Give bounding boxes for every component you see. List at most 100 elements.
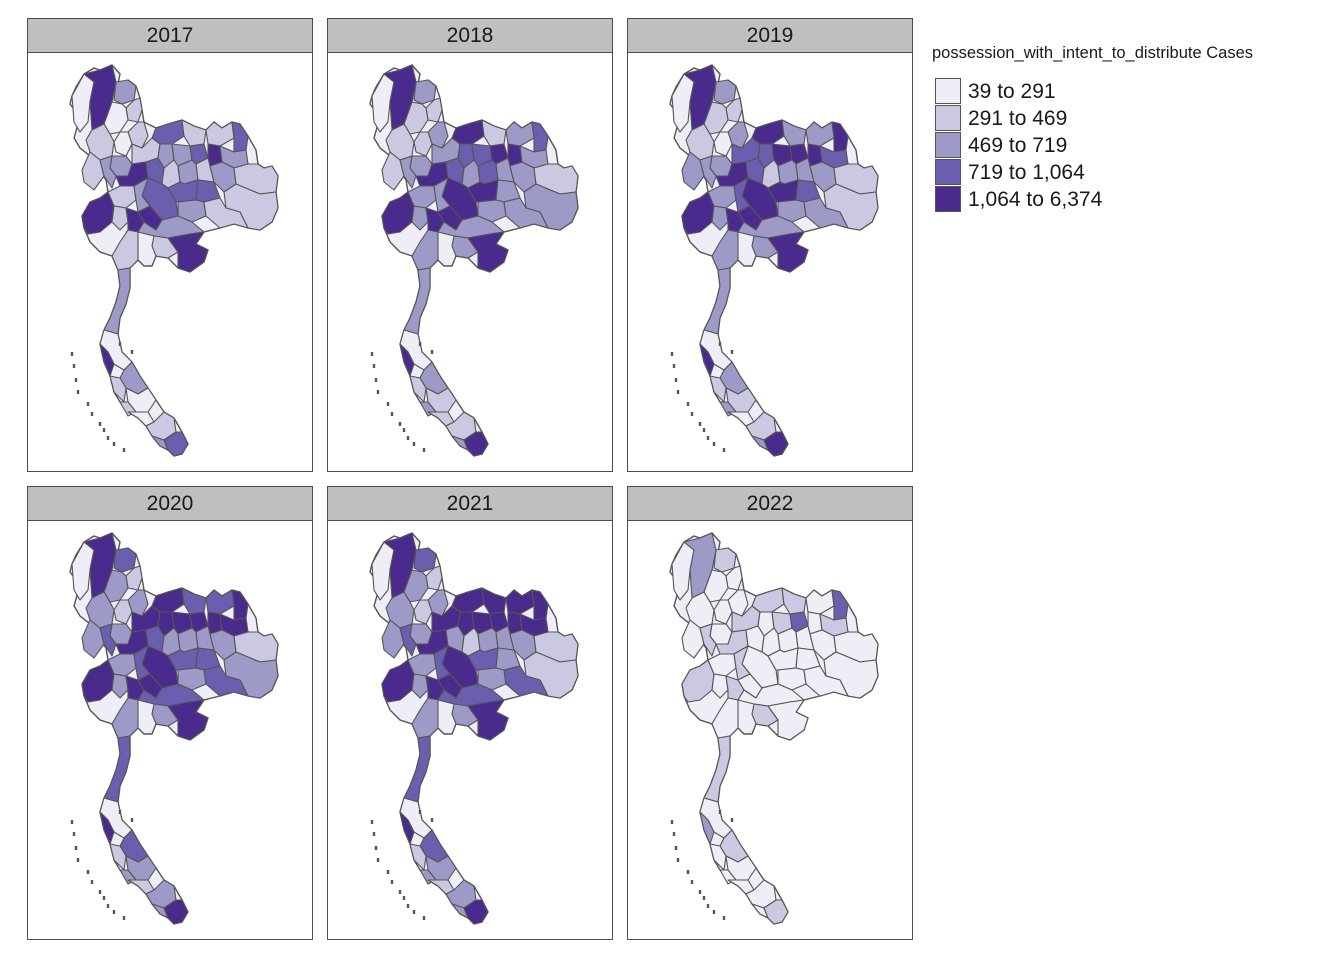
island-mark (376, 858, 380, 862)
island-mark (676, 390, 680, 394)
island-mark (698, 422, 702, 426)
island-mark (102, 896, 106, 900)
province-region (403, 735, 431, 803)
province-region (763, 431, 789, 457)
island-mark (112, 910, 116, 914)
province-region (699, 811, 715, 845)
island-mark (676, 858, 680, 862)
province-region (163, 431, 189, 457)
island-mark (398, 422, 402, 426)
island-mark (670, 820, 674, 824)
island-mark (422, 916, 426, 920)
province-region (203, 197, 249, 229)
legend-swatch (935, 78, 961, 104)
province-region (109, 843, 127, 871)
island-mark (674, 846, 678, 850)
island-mark (690, 880, 694, 884)
province-region (167, 699, 209, 741)
province-region (167, 231, 209, 273)
island-mark (90, 412, 94, 416)
province-region (411, 673, 429, 699)
province-region (713, 547, 737, 573)
province-region (409, 843, 427, 871)
province-region (463, 899, 489, 925)
province-region (99, 343, 115, 377)
legend-item: 469 to 719 (932, 132, 1253, 159)
province-region (467, 699, 509, 741)
island-mark (376, 390, 380, 394)
province-region (203, 665, 249, 697)
island-mark (122, 916, 126, 920)
island-mark (722, 916, 726, 920)
island-mark (398, 890, 402, 894)
legend-item: 1,064 to 6,374 (932, 186, 1253, 213)
panel-year-label: 2022 (628, 487, 912, 521)
province-region (703, 267, 731, 335)
island-mark (76, 390, 80, 394)
island-mark (406, 904, 410, 908)
legend-swatch (935, 132, 961, 158)
island-mark (90, 880, 94, 884)
island-mark (712, 442, 716, 446)
map-panel-2017: 2017 (27, 18, 313, 472)
thailand-province-map (369, 532, 579, 925)
map-panel-2018: 2018 (327, 18, 613, 472)
island-mark (374, 378, 378, 382)
province-region (803, 665, 849, 697)
island-mark (372, 832, 376, 836)
thailand-province-map (69, 64, 279, 457)
province-region (803, 197, 849, 229)
island-mark (86, 402, 90, 406)
island-mark (70, 352, 74, 356)
island-mark (706, 904, 710, 908)
province-region (113, 547, 137, 573)
province-region (413, 79, 437, 105)
province-region (711, 673, 729, 699)
island-mark (412, 910, 416, 914)
province-region (111, 205, 129, 231)
island-mark (670, 352, 674, 356)
province-region (831, 121, 849, 153)
island-mark (702, 428, 706, 432)
province-region (399, 811, 415, 845)
island-mark (686, 402, 690, 406)
island-mark (390, 412, 394, 416)
province-region (711, 205, 729, 231)
island-mark (406, 436, 410, 440)
map-panel-2019: 2019 (627, 18, 913, 472)
island-mark (412, 442, 416, 446)
legend-label: 469 to 719 (968, 134, 1068, 157)
island-mark (72, 832, 76, 836)
panel-year-label: 2021 (328, 487, 612, 521)
island-mark (106, 904, 110, 908)
island-mark (130, 818, 134, 822)
legend-label: 1,064 to 6,374 (968, 188, 1103, 211)
island-mark (130, 350, 134, 354)
province-region (763, 899, 789, 925)
island-mark (690, 412, 694, 416)
province-region (767, 699, 809, 741)
legend-swatch (935, 105, 961, 131)
island-mark (712, 910, 716, 914)
island-mark (72, 364, 76, 368)
island-mark (122, 448, 126, 452)
island-mark (70, 820, 74, 824)
island-mark (702, 896, 706, 900)
island-mark (430, 818, 434, 822)
province-region (99, 811, 115, 845)
island-mark (672, 832, 676, 836)
panel-year-label: 2020 (28, 487, 312, 521)
legend-item: 291 to 469 (932, 105, 1253, 132)
map-panel-2022: 2022 (627, 486, 913, 940)
province-region (403, 267, 431, 335)
island-mark (730, 818, 734, 822)
legend-item: 39 to 291 (932, 78, 1253, 105)
island-mark (390, 880, 394, 884)
province-region (703, 735, 731, 803)
island-mark (86, 870, 90, 874)
legend-swatch (935, 186, 961, 212)
island-mark (386, 402, 390, 406)
province-region (709, 843, 727, 871)
island-mark (672, 364, 676, 368)
island-mark (74, 846, 78, 850)
